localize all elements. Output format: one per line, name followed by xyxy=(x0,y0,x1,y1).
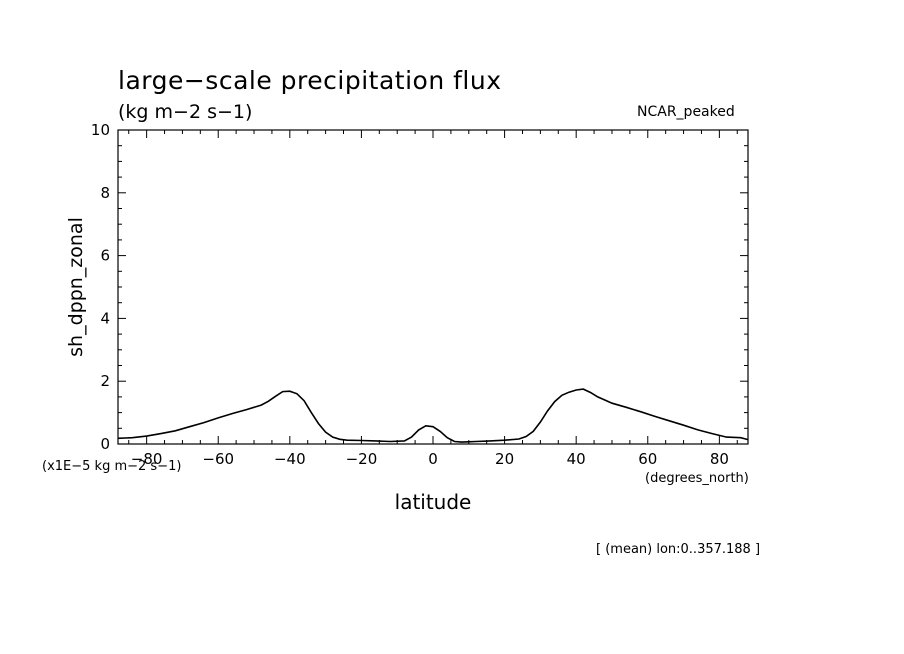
x-tick-label: −60 xyxy=(202,450,234,468)
axis-tick-labels: −80 −60 −40 −20 0 20 40 60 80 0 2 4 6 8 10 xyxy=(91,121,729,468)
x-tick-label: −80 xyxy=(131,450,163,468)
series-line xyxy=(117,388,749,443)
x-tick-label: 40 xyxy=(567,450,586,468)
x-tick-label: 80 xyxy=(710,450,729,468)
y-tick-label: 10 xyxy=(91,121,110,139)
y-axis-units: (x1E−5 kg m−2 s−1) xyxy=(42,459,182,474)
x-tick-label: −40 xyxy=(274,450,306,468)
plot-frame xyxy=(117,129,749,445)
y-axis-label: sh_dppn_zonal xyxy=(65,217,87,357)
x-axis-label: latitude xyxy=(394,490,472,514)
y-tick-label: 4 xyxy=(100,309,110,327)
y-tick-label: 2 xyxy=(100,372,110,390)
x-tick-label: −20 xyxy=(346,450,378,468)
x-tick-label: 0 xyxy=(428,450,438,468)
y-tick-label: 0 xyxy=(100,435,110,453)
chart-subtitle: (kg m−2 s−1) xyxy=(118,101,253,123)
footnote: [ (mean) lon:0..357.188 ] xyxy=(596,542,761,557)
x-axis-units: (degrees_north) xyxy=(645,471,749,486)
x-tick-label: 20 xyxy=(495,450,514,468)
y-tick-label: 8 xyxy=(100,184,110,202)
y-tick-label: 6 xyxy=(100,247,110,265)
x-tick-label: 60 xyxy=(638,450,657,468)
run-name-label: NCAR_peaked xyxy=(637,104,735,120)
axis-ticks xyxy=(118,129,748,445)
chart-title: large−scale precipitation flux xyxy=(118,66,502,95)
